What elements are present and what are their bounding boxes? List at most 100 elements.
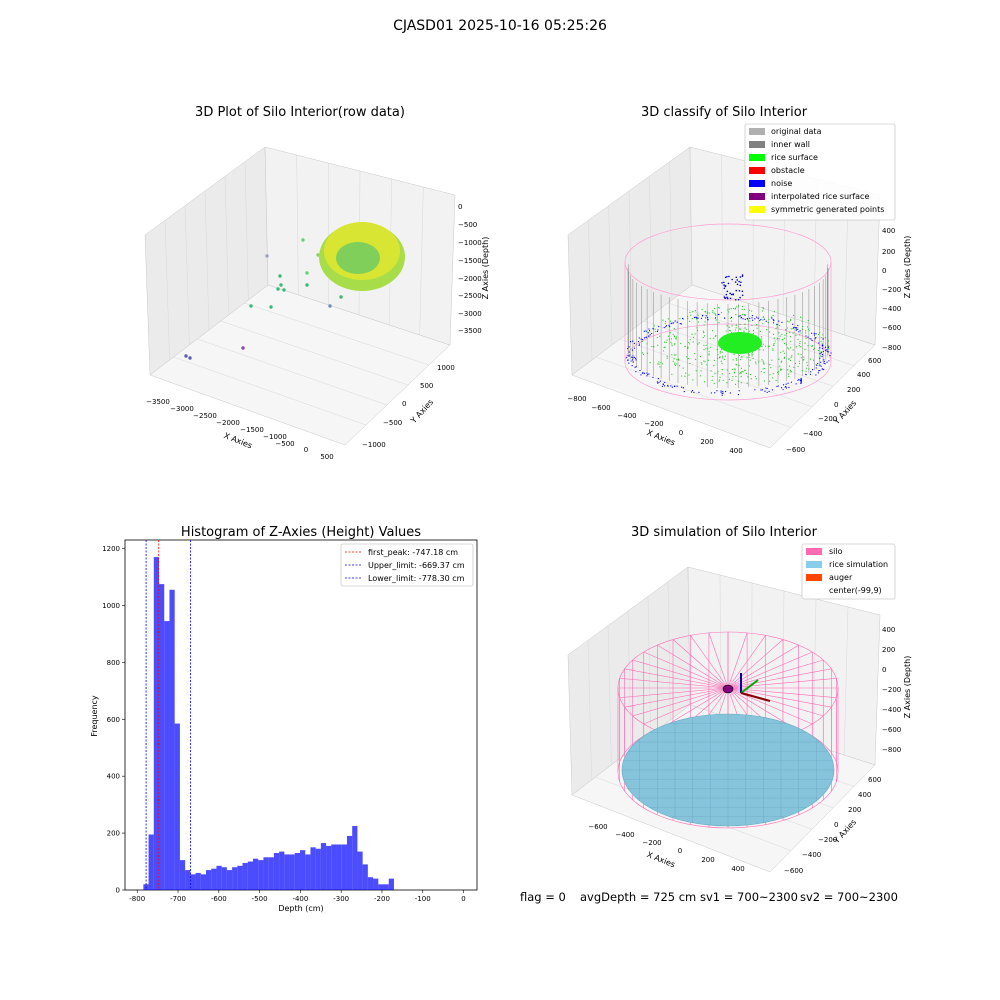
classify-xtick: −800 xyxy=(567,395,586,403)
raw-ztick: −500 xyxy=(458,221,477,229)
sim-xtick: 400 xyxy=(731,865,744,873)
histogram-bar xyxy=(273,853,280,890)
histogram-y-ticks: 0 200 400 600 800 1000 1200 xyxy=(102,545,125,895)
sim-ytick: 200 xyxy=(848,806,861,814)
histogram-xtick-label: -100 xyxy=(415,895,431,903)
legend-swatch xyxy=(806,548,822,555)
histogram-xtick-label: -400 xyxy=(292,895,308,903)
histogram-bar xyxy=(153,557,160,890)
sim-center-marker xyxy=(722,684,734,694)
raw-y-tick-labels: −1000 −500 0 500 1000 xyxy=(362,364,455,449)
histogram-bar xyxy=(221,867,227,890)
histogram-bar xyxy=(346,835,353,890)
legend-swatch xyxy=(806,574,822,581)
sim-x-tick-labels: −600 −400 −200 0 200 400 xyxy=(588,823,744,873)
histogram-bar xyxy=(226,870,233,890)
classify-legend-box xyxy=(744,123,896,221)
histogram-bar xyxy=(164,621,170,890)
footer-flag: flag = 0 xyxy=(520,890,566,904)
raw-gridlines xyxy=(164,154,430,426)
legend-swatch xyxy=(749,167,765,174)
sim-legend-entry: auger xyxy=(829,573,853,582)
classify-xtick: −600 xyxy=(591,404,610,412)
histogram-bar xyxy=(373,878,379,890)
legend-entry: noise xyxy=(771,179,792,188)
histogram-bar xyxy=(148,834,154,890)
histogram-bar xyxy=(190,874,196,890)
sim-xtick: −600 xyxy=(588,823,607,831)
classify-ztick: 400 xyxy=(882,227,895,235)
sim-ytick: 600 xyxy=(868,776,881,784)
histogram-bar xyxy=(279,851,285,890)
histogram-xtick-label: -800 xyxy=(129,895,145,903)
histogram-bar xyxy=(159,584,165,890)
histogram-bar xyxy=(237,865,243,890)
histogram-legend-box xyxy=(340,543,474,587)
histogram-bar xyxy=(336,844,342,890)
footer-avg-depth: avgDepth = 725 cm xyxy=(580,890,697,904)
raw-z-tick-labels: 0 −500 −1000 −1500 −2000 −2500 −3000 −35… xyxy=(458,203,482,335)
sim-legend-entry: silo xyxy=(829,547,843,556)
raw-ztick: −1500 xyxy=(458,257,482,265)
histogram-bar xyxy=(326,845,332,890)
histogram-xtick-label: -600 xyxy=(211,895,227,903)
raw-xtick: 0 xyxy=(304,446,308,454)
histogram-bar xyxy=(252,858,259,890)
sim-xtick: 0 xyxy=(678,847,682,855)
sim-ytick: 0 xyxy=(834,821,838,829)
classify-z-axis-label: Z Axies (Depth) xyxy=(903,236,912,299)
sim-xtick: 200 xyxy=(701,856,714,864)
classify-ztick: 0 xyxy=(882,267,886,275)
histogram-bar xyxy=(357,851,363,890)
raw-ztick: −3000 xyxy=(458,310,482,318)
histogram-bar xyxy=(341,844,347,890)
classify-xtick: −200 xyxy=(644,420,663,428)
classify-ztick: −800 xyxy=(882,344,901,352)
histogram-ytick-label: 800 xyxy=(107,659,120,667)
histogram-legend: first_peak: -747.18 cm Upper_limit: -669… xyxy=(340,543,474,587)
histogram-legend-entry: Lower_limit: -778.30 cm xyxy=(368,574,465,583)
classify-ytick: 0 xyxy=(834,401,838,409)
figure-suptitle: CJASD01 2025-10-16 05:25:26 xyxy=(393,18,607,34)
classify-ytick: −400 xyxy=(803,430,822,438)
sim-y-tick-labels: −600 −400 −200 0 200 400 600 xyxy=(784,776,881,875)
histogram-ytick-label: 200 xyxy=(107,830,120,838)
histogram-x-axis-label: Depth (cm) xyxy=(278,904,323,913)
footer-sv1: sv1 = 700~2300 xyxy=(700,890,798,904)
histogram-bar xyxy=(268,857,274,890)
classify-ytick: 200 xyxy=(847,386,860,394)
raw-ytick: 0 xyxy=(402,400,406,408)
histogram-bar xyxy=(216,865,222,890)
histogram-bar xyxy=(242,862,248,890)
classify-rice-dense-center xyxy=(718,332,762,354)
legend-entry: original data xyxy=(771,127,822,136)
sim-x-axis-label: X Axies xyxy=(646,850,677,869)
histogram-xtick-label: -700 xyxy=(170,895,186,903)
histogram-bar xyxy=(315,848,321,890)
panel-raw-title: 3D Plot of Silo Interior(row data) xyxy=(195,105,405,120)
legend-swatch xyxy=(749,180,765,187)
histogram-bar xyxy=(179,860,186,890)
histogram-bar xyxy=(362,864,368,890)
sim-ytick: 400 xyxy=(858,791,871,799)
histogram-bar xyxy=(232,867,238,890)
raw-xtick: −1000 xyxy=(263,433,287,441)
sim-auger xyxy=(722,673,771,702)
histogram-ytick-label: 0 xyxy=(116,887,120,895)
raw-ztick: −1000 xyxy=(458,239,482,247)
histogram-xtick-label: 0 xyxy=(461,895,465,903)
histogram-bar xyxy=(206,870,212,890)
sim-legend-entry: center(-99,9) xyxy=(829,586,882,595)
sim-legend-entry: rice simulation xyxy=(829,560,888,569)
histogram-ytick-label: 600 xyxy=(107,716,120,724)
histogram-bar xyxy=(388,878,394,890)
legend-swatch xyxy=(749,154,765,161)
legend-swatch xyxy=(749,128,765,135)
raw-z-axis-label: Z Axies (Depth) xyxy=(481,237,490,300)
sim-ytick: −600 xyxy=(784,867,803,875)
sim-ytick: −400 xyxy=(802,851,821,859)
histogram-bar xyxy=(305,854,311,890)
classify-ztick: 200 xyxy=(882,248,895,256)
histogram-bar xyxy=(367,877,374,890)
histogram-xtick-label: -500 xyxy=(252,895,268,903)
